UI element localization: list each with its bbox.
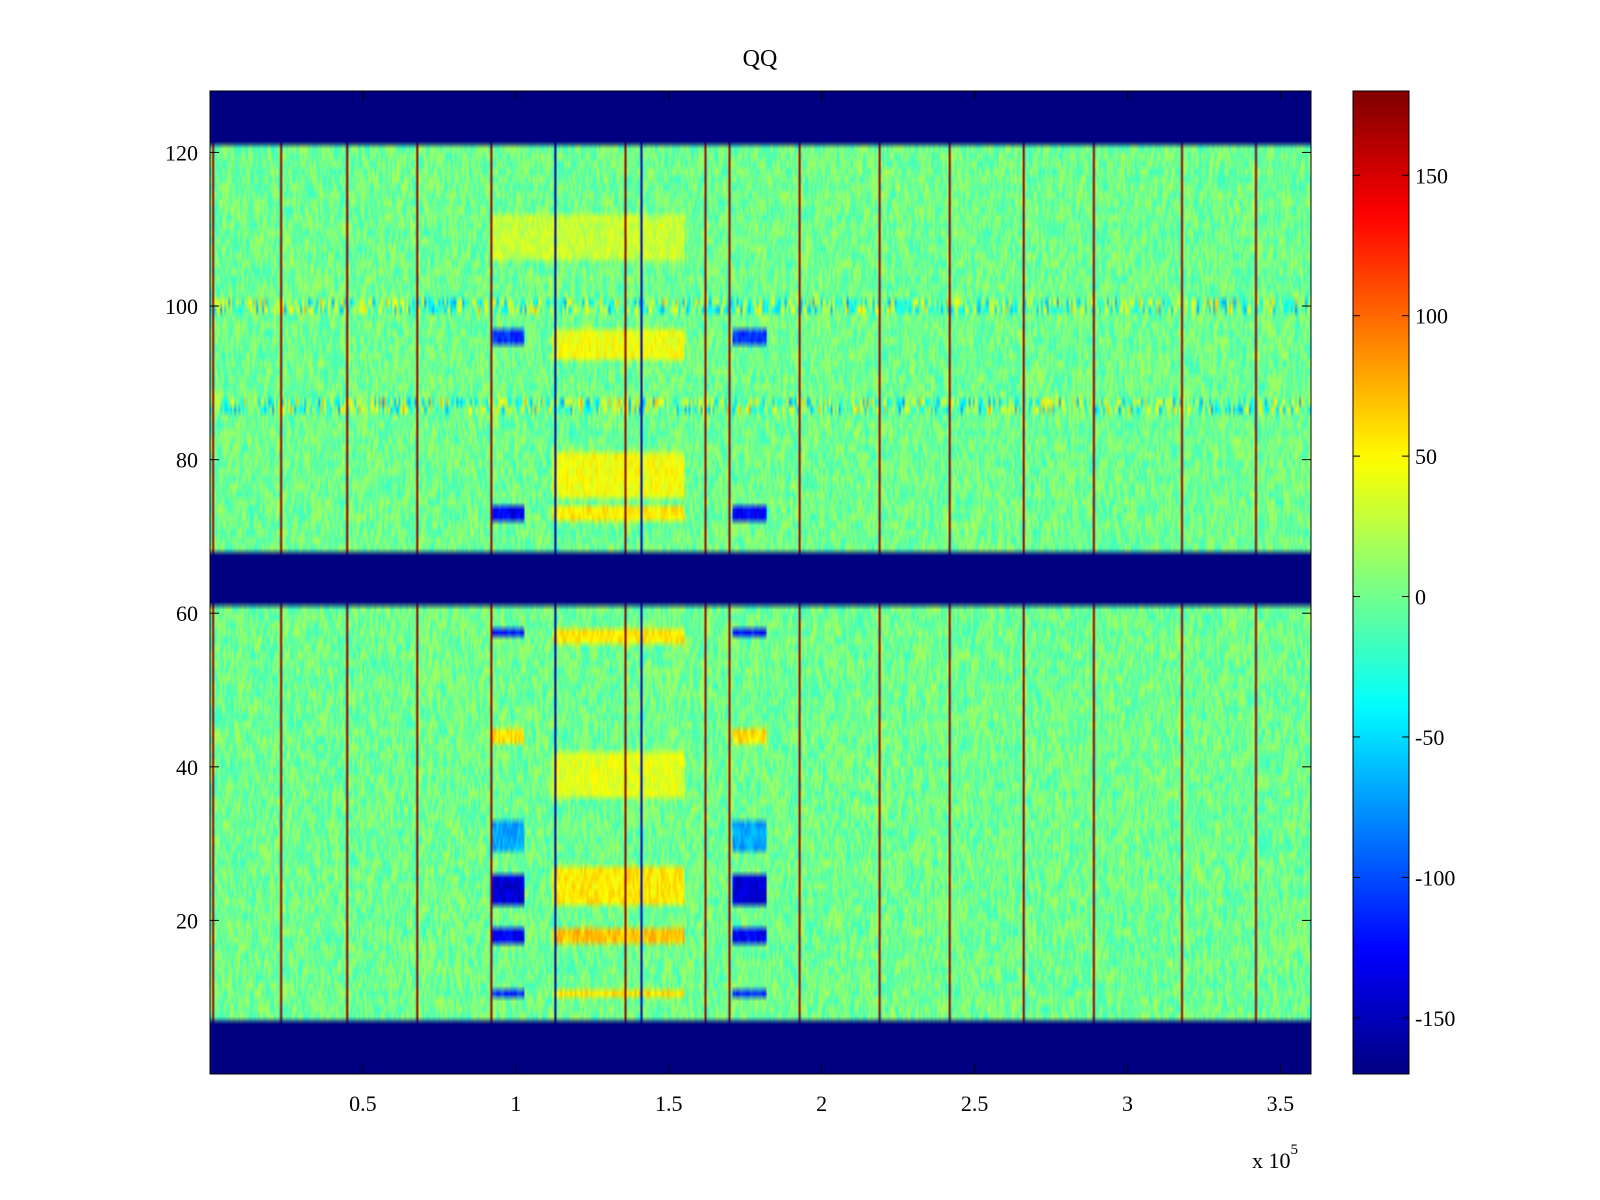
x-tick-label: 3.5 [1267,1091,1295,1116]
x-tick-label: 3 [1122,1091,1133,1116]
colorbar-tick-label: -50 [1415,725,1444,750]
colorbar-ticks: 150 100 50 0 -50 -100 -150 [1353,163,1455,1031]
y-axis: 20 40 60 80 100 120 [165,140,1311,933]
colorbar-gradient [1353,91,1409,1074]
colorbar: 150 100 50 0 -50 -100 -150 [1352,90,1455,1075]
y-tick-label: 120 [165,140,198,165]
chart-title: QQ [743,46,778,72]
x-exponent-base: x 10 [1252,1148,1291,1173]
colorbar-tick-label: 50 [1415,444,1437,469]
colorbar-tick-label: 0 [1415,585,1426,610]
colorbar-tick-label: -100 [1415,865,1455,890]
x-tick-label: 2 [816,1091,827,1116]
x-tick-label: 2.5 [961,1091,989,1116]
heatmap-image [210,91,1311,1074]
y-tick-label: 100 [165,294,198,319]
x-exponent-power: 5 [1291,1142,1299,1158]
colorbar-tick-label: 150 [1415,163,1448,188]
plot-frame [209,90,1312,1075]
y-tick-label: 80 [176,448,198,473]
colorbar-tick-label: -150 [1415,1006,1455,1031]
x-tick-label: 0.5 [349,1091,377,1116]
y-tick-label: 40 [176,755,198,780]
x-tick-label: 1 [510,1091,521,1116]
heatmap-area [210,91,1311,1074]
x-axis: 0.5 1 1.5 2 2.5 3 3.5 [349,91,1294,1116]
colorbar-tick-label: 100 [1415,304,1448,329]
y-tick-label: 20 [176,908,198,933]
y-tick-label: 60 [176,601,198,626]
x-tick-label: 1.5 [655,1091,683,1116]
colorbar-frame [1352,90,1410,1075]
x-exponent-label: x 105 [1252,1142,1298,1173]
